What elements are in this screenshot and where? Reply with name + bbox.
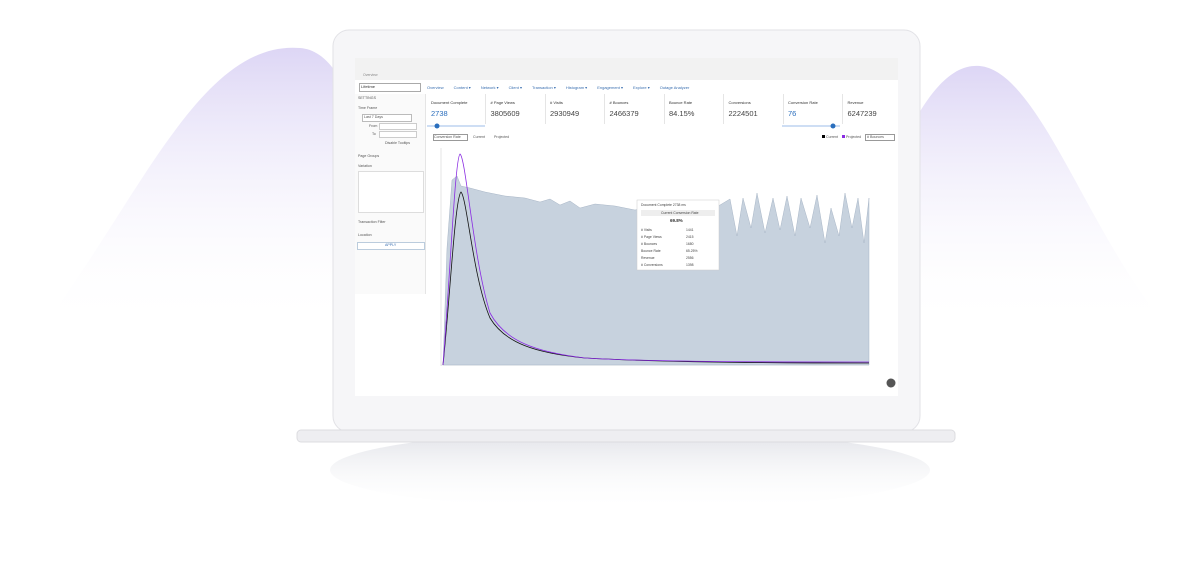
select[interactable] xyxy=(359,83,421,92)
screen: Overview Lifetime SETTINGS Time Frame La… xyxy=(355,58,898,396)
nav-item[interactable]: Histogram ▾ xyxy=(565,85,588,90)
metric-value: 84.15% xyxy=(669,109,695,118)
metric-card[interactable]: # Bounces 2466379 xyxy=(606,94,665,124)
metric-label: Conversion Rate xyxy=(788,100,818,105)
tooltip-row-value: 1441 xyxy=(686,228,694,232)
slider-handle[interactable] xyxy=(434,123,440,129)
chart xyxy=(427,123,896,388)
sidebar-heading: SETTINGS xyxy=(358,96,376,100)
apply-button[interactable] xyxy=(357,242,425,250)
laptop-base xyxy=(296,429,956,443)
mountain xyxy=(40,47,400,330)
breadcrumb: Overview xyxy=(363,73,378,77)
header-bar xyxy=(355,58,898,80)
metric-label: Conversions xyxy=(728,100,751,105)
label: From xyxy=(369,124,378,128)
metric-value: 3805609 xyxy=(490,109,520,118)
range-select[interactable] xyxy=(362,114,412,122)
metric-card[interactable]: Revenue 6247239 xyxy=(844,94,899,124)
label: Location xyxy=(358,233,372,237)
tooltip-row-label: Bounce Rate xyxy=(641,249,661,253)
right-metric: # Bounces xyxy=(867,134,884,139)
nav-item[interactable]: Overview xyxy=(427,85,444,90)
label: To xyxy=(372,132,376,136)
metric-card[interactable]: Document Complete 2738 xyxy=(427,94,486,124)
legend-projected: Projected xyxy=(846,134,862,139)
area-series xyxy=(442,175,870,366)
select-value: Lifetime xyxy=(361,84,376,89)
nav-item[interactable]: Client ▾ xyxy=(508,85,522,90)
tooltip-title: Document Complete 2738 ms xyxy=(641,203,686,207)
tooltip-row-label: # Bounces xyxy=(641,242,658,246)
label: Transaction Filter xyxy=(358,220,386,224)
tooltip-row-value: 1398 xyxy=(686,263,694,267)
metric-label: # Visits xyxy=(550,100,563,105)
label: Variation xyxy=(358,164,372,168)
tooltip-value: 69.8% xyxy=(670,218,683,223)
tooltip-row-label: # Conversions xyxy=(641,263,663,267)
metric-value: 2466379 xyxy=(609,109,639,118)
tooltip-row-label: # Page Views xyxy=(641,235,662,239)
metric-label: # Page Views xyxy=(490,100,515,105)
apply-label: APPLY xyxy=(385,243,397,247)
label: Page Groups xyxy=(358,154,380,158)
date-input[interactable] xyxy=(379,123,417,130)
current-line xyxy=(442,191,870,366)
metric-label: Revenue xyxy=(847,100,864,105)
projected-line xyxy=(442,153,870,366)
swatch xyxy=(842,135,845,138)
nav-item[interactable]: Network ▾ xyxy=(480,85,499,90)
metric: Conversion Rate xyxy=(434,134,461,139)
metric-card[interactable]: Conversions 2224501 xyxy=(725,94,784,124)
legend-projected[interactable]: Projected xyxy=(494,134,510,139)
nav-item[interactable]: Transaction ▾ xyxy=(531,85,556,90)
shadow xyxy=(330,430,930,510)
nav-item[interactable]: Explore ▾ xyxy=(633,85,650,90)
tooltip-row-label: # Visits xyxy=(641,228,652,232)
metric-value: 2224501 xyxy=(728,109,758,118)
tooltip-row-label: Revenue xyxy=(641,256,655,260)
slider-handle[interactable] xyxy=(830,123,836,129)
right-select[interactable] xyxy=(865,134,895,141)
metric-select[interactable] xyxy=(433,134,468,141)
date-input[interactable] xyxy=(379,131,417,138)
label: Time Frame xyxy=(358,106,378,110)
tooltip-row-value: 2556 xyxy=(686,256,694,260)
metric-label: Document Complete xyxy=(431,100,468,105)
metric-label: Bounce Rate xyxy=(669,100,693,105)
tooltip-row-value: 2415 xyxy=(686,235,694,239)
metric-card[interactable]: Bounce Rate 84.15% xyxy=(665,94,724,124)
metric-card[interactable]: Conversion Rate 76 xyxy=(784,94,843,124)
tooltip-row-value: 1680 xyxy=(686,242,694,246)
tooltip-heading-bg xyxy=(641,210,715,216)
nav-item[interactable]: Outage Analyzer xyxy=(659,85,690,90)
metric-label: # Bounces xyxy=(609,100,629,105)
metric-value: 76 xyxy=(788,109,797,118)
swatch xyxy=(822,135,825,138)
metric-card[interactable]: # Page Views 3805609 xyxy=(487,94,546,124)
checkbox-label[interactable]: Disable Tooltips xyxy=(385,141,411,145)
legend-current: Current xyxy=(826,134,838,139)
metric-card[interactable]: # Visits 2930949 xyxy=(546,94,605,124)
metric-value: 2738 xyxy=(431,109,448,118)
legend-current[interactable]: Current xyxy=(473,134,485,139)
nav-item[interactable]: Engagement ▾ xyxy=(597,85,624,90)
tooltip-heading: Current Conversion Rate xyxy=(661,211,699,215)
help-button[interactable] xyxy=(886,378,896,388)
metric-value: 2930949 xyxy=(550,109,580,118)
range: Last 7 Days xyxy=(364,115,383,119)
metric-value: 6247239 xyxy=(847,109,877,118)
nav-item[interactable]: Content ▾ xyxy=(453,85,471,90)
tooltip-row-value: 65.25% xyxy=(686,249,698,253)
variation-box[interactable] xyxy=(358,171,424,213)
